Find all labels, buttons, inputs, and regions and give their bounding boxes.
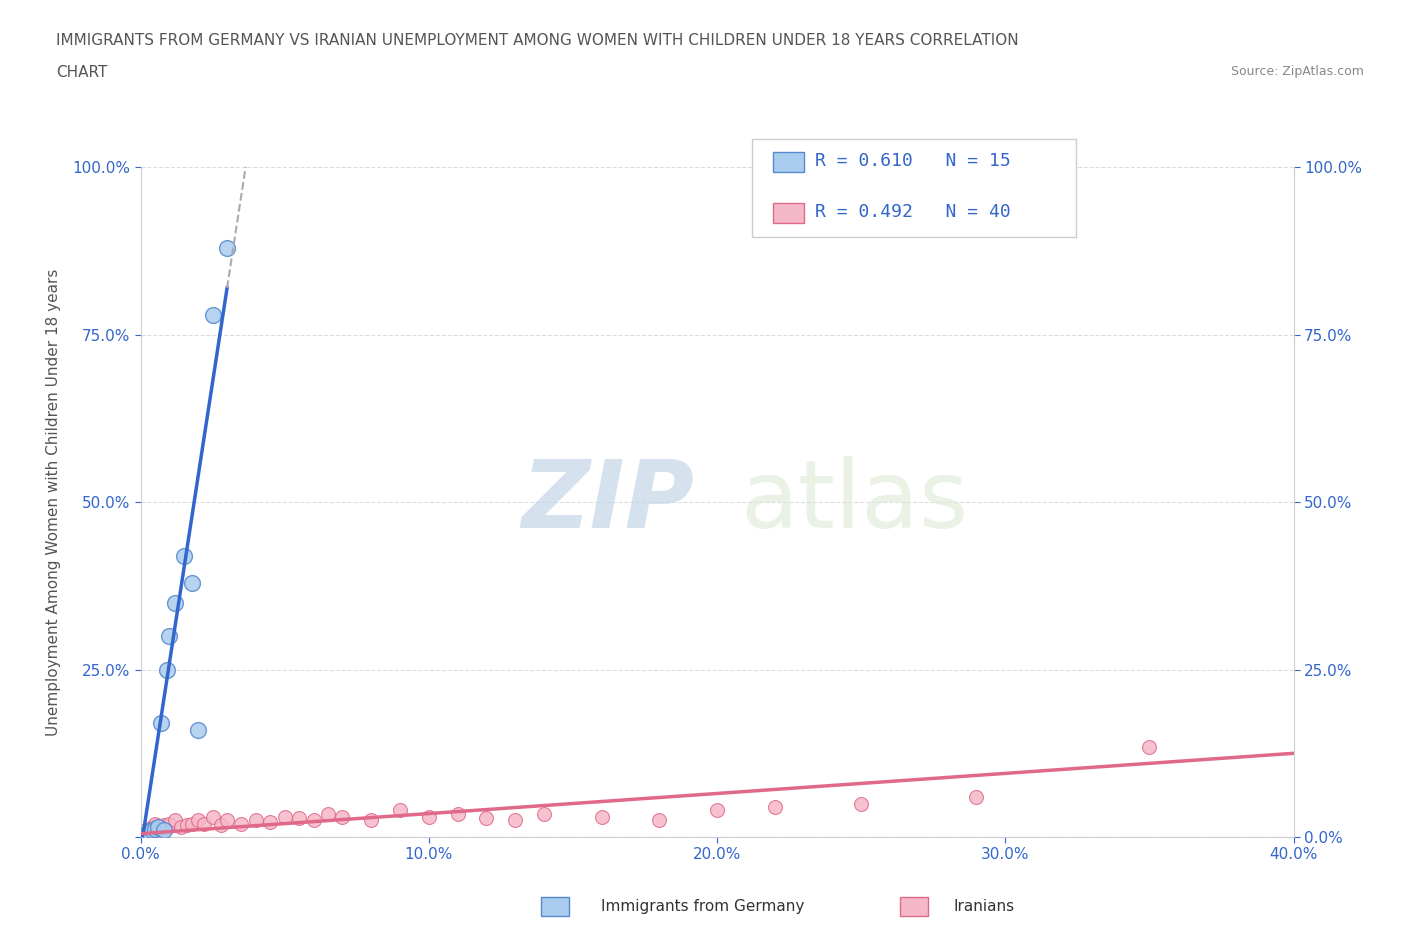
- Point: [146, 819, 169, 834]
- Point: [332, 809, 354, 824]
- Point: [176, 817, 198, 832]
- Point: [201, 307, 224, 322]
- Text: ZIP: ZIP: [522, 457, 695, 548]
- Text: Source: ZipAtlas.com: Source: ZipAtlas.com: [1230, 65, 1364, 78]
- Point: [648, 813, 671, 828]
- Point: [217, 813, 239, 828]
- Point: [141, 823, 163, 838]
- Point: [209, 817, 232, 832]
- Point: [533, 806, 555, 821]
- Point: [143, 817, 166, 831]
- Point: [187, 813, 209, 828]
- Point: [201, 809, 224, 824]
- Point: [193, 817, 215, 831]
- Point: [288, 811, 311, 826]
- Point: [165, 813, 187, 828]
- Point: [447, 806, 470, 821]
- Point: [152, 823, 174, 838]
- Text: atlas: atlas: [740, 457, 969, 548]
- Point: [149, 716, 172, 731]
- Point: [763, 800, 786, 815]
- Point: [360, 813, 382, 828]
- Point: [475, 811, 498, 826]
- Point: [143, 821, 166, 836]
- Point: [418, 809, 440, 824]
- Point: [259, 815, 281, 830]
- Text: IMMIGRANTS FROM GERMANY VS IRANIAN UNEMPLOYMENT AMONG WOMEN WITH CHILDREN UNDER : IMMIGRANTS FROM GERMANY VS IRANIAN UNEMP…: [56, 33, 1019, 47]
- Point: [231, 817, 253, 831]
- Point: [146, 821, 169, 836]
- Point: [388, 803, 411, 817]
- Point: [274, 809, 297, 824]
- Point: [245, 813, 267, 828]
- Y-axis label: Unemployment Among Women with Children Under 18 years: Unemployment Among Women with Children U…: [46, 269, 60, 736]
- Point: [170, 819, 193, 834]
- Text: R = 0.610   N = 15: R = 0.610 N = 15: [815, 152, 1011, 170]
- Point: [181, 575, 204, 590]
- Point: [138, 824, 160, 839]
- Point: [149, 823, 172, 838]
- Point: [217, 240, 239, 255]
- Point: [155, 819, 177, 834]
- Point: [159, 817, 180, 831]
- Point: [503, 813, 526, 828]
- Point: [302, 813, 325, 828]
- Text: Immigrants from Germany: Immigrants from Germany: [602, 899, 804, 914]
- Point: [141, 819, 163, 834]
- Point: [155, 662, 177, 677]
- Point: [187, 723, 209, 737]
- Point: [965, 790, 987, 804]
- Point: [152, 817, 174, 832]
- Point: [849, 796, 872, 811]
- Point: [181, 817, 204, 831]
- Point: [135, 823, 157, 838]
- Text: R = 0.492   N = 40: R = 0.492 N = 40: [815, 203, 1011, 221]
- Point: [138, 824, 160, 839]
- Point: [159, 629, 180, 644]
- Point: [165, 595, 187, 610]
- Text: CHART: CHART: [56, 65, 108, 80]
- Point: [706, 803, 728, 817]
- Point: [1139, 739, 1161, 754]
- Point: [591, 809, 613, 824]
- Point: [316, 806, 339, 821]
- Point: [135, 826, 157, 841]
- Point: [173, 549, 195, 564]
- Text: Iranians: Iranians: [953, 899, 1015, 914]
